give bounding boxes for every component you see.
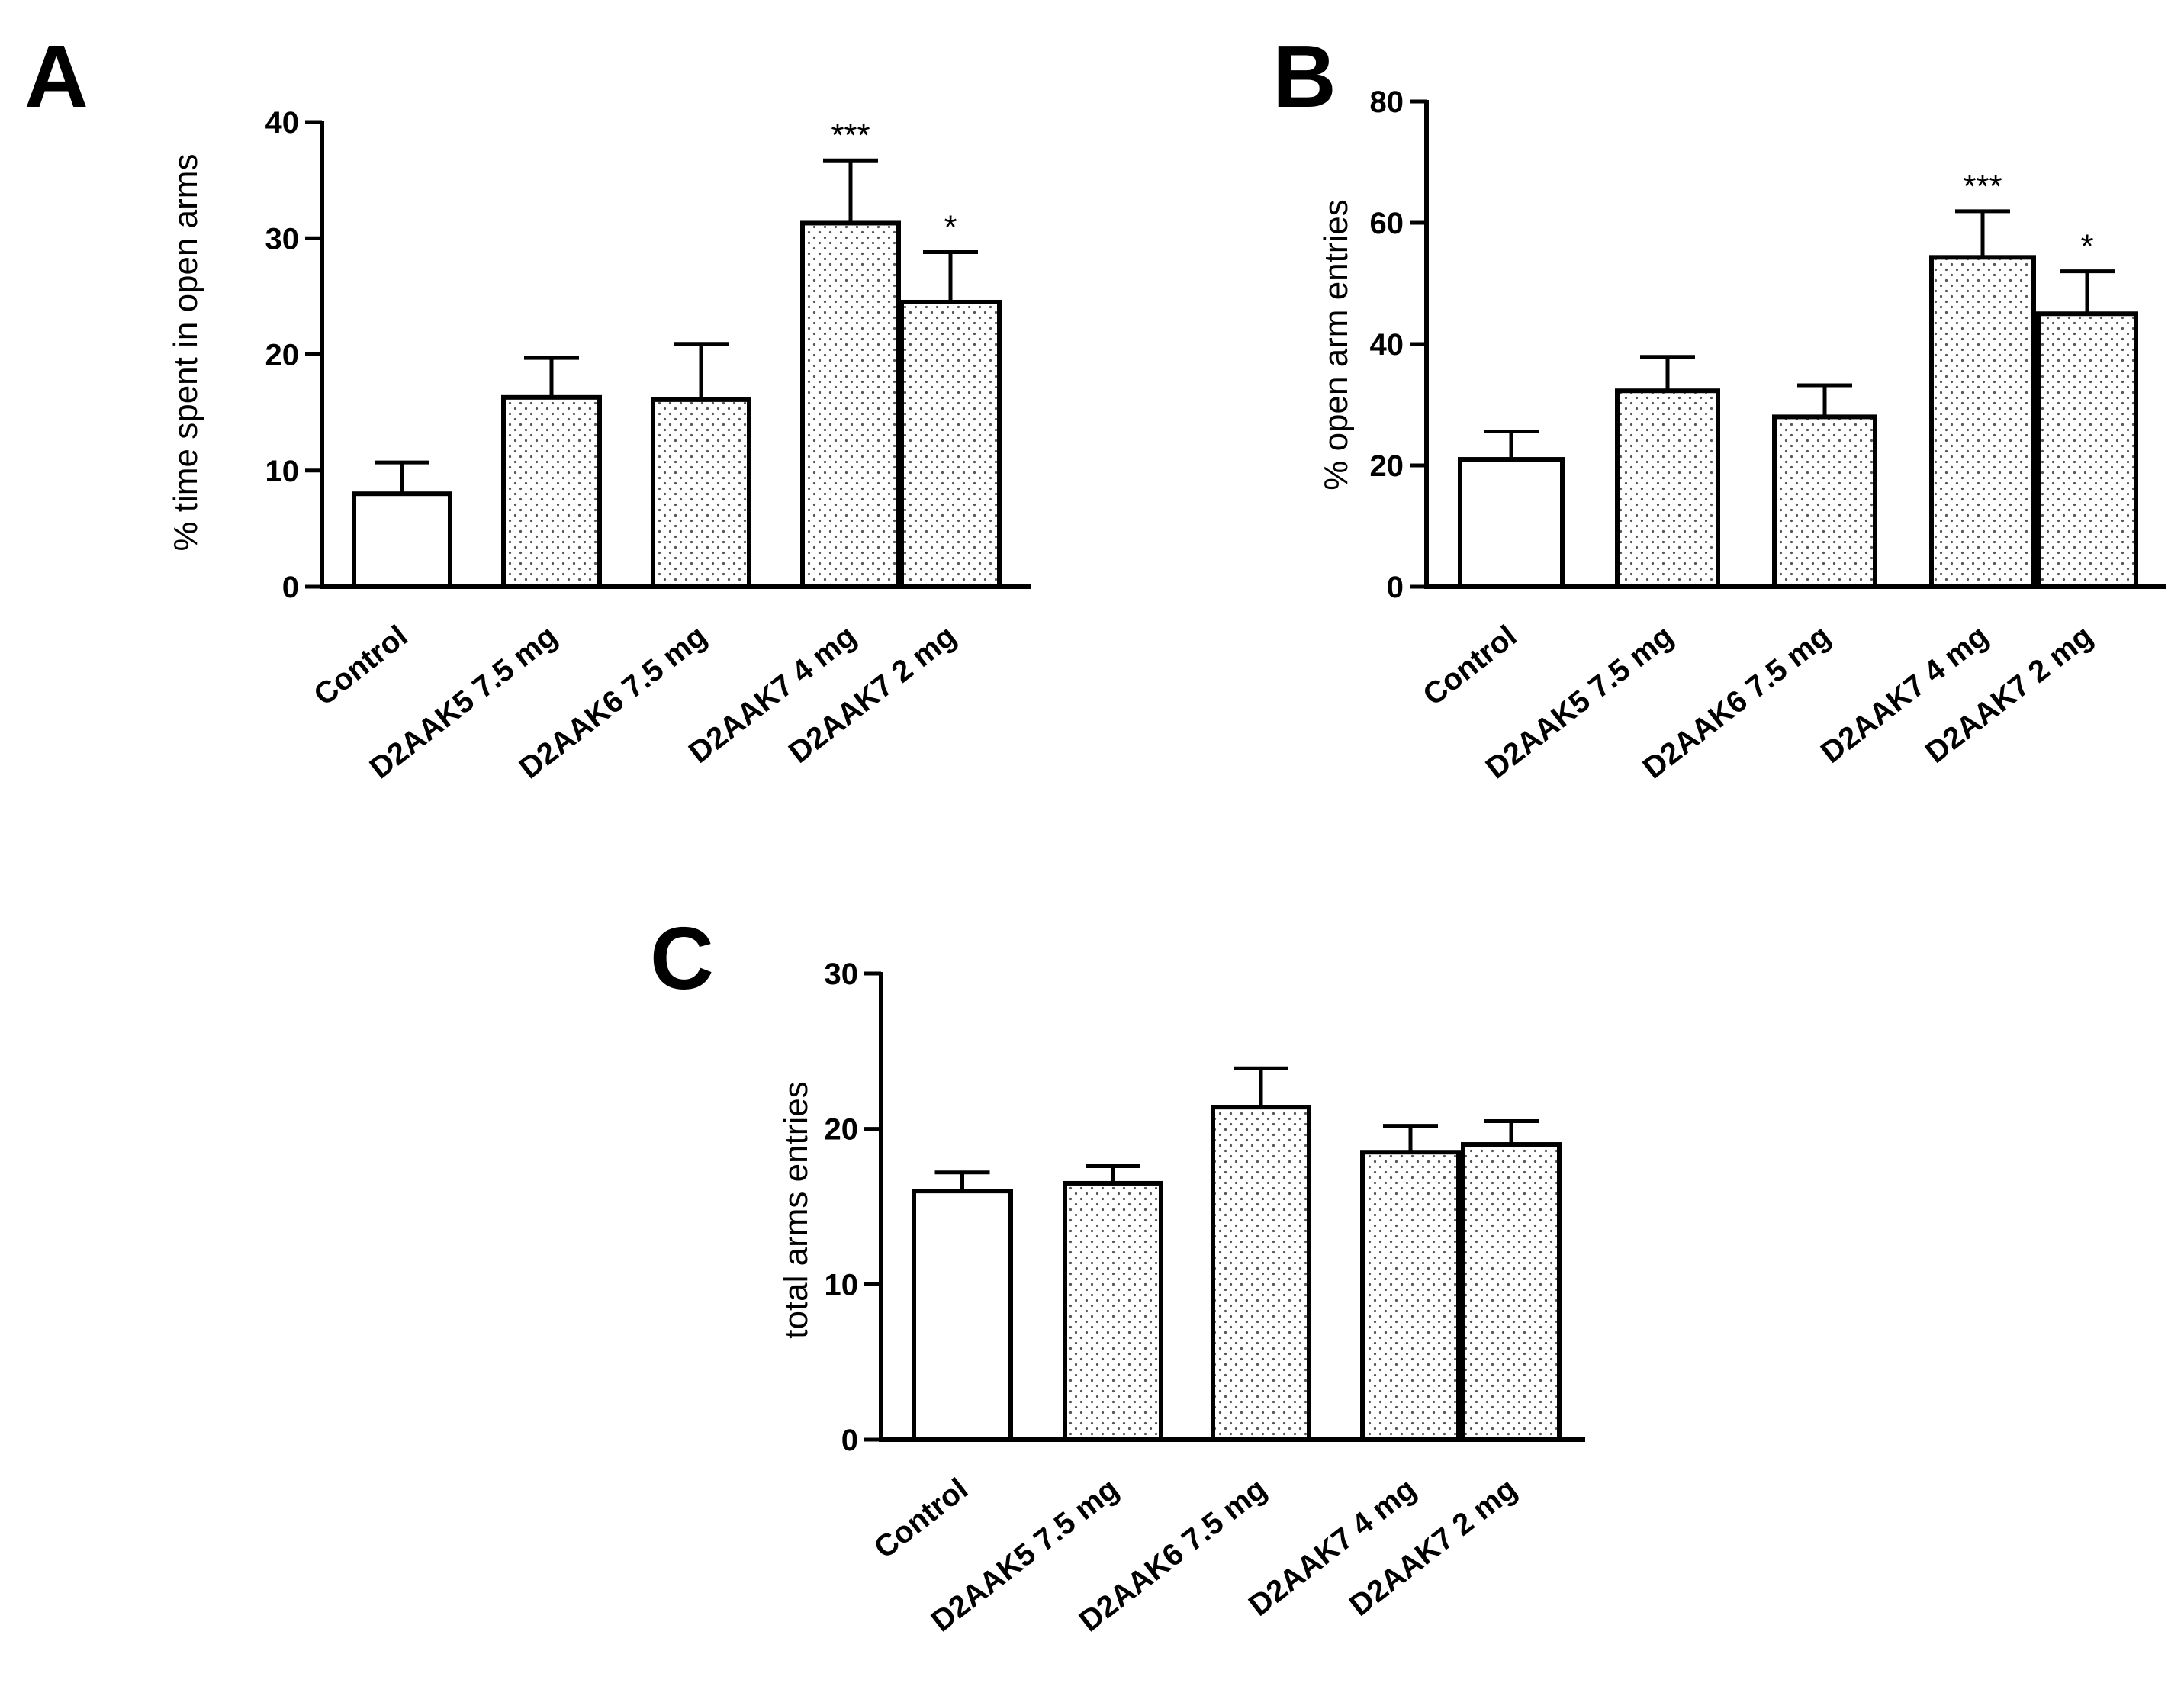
panel-b-bar-4 [1929,255,2036,589]
panel-b-bar-5 [2036,311,2138,589]
panel-c-y-axis-label: total arms entries [777,1081,815,1338]
panel-a-category-label-1: Control [307,619,413,712]
panel-b-y-tick-label-40: 40 [1370,328,1404,362]
panel-c-y-tick-label-30: 30 [825,957,859,991]
panel-letter-b: B [1272,27,1336,126]
panel-c-category-label-5: D2AAK7 2 mg [1343,1472,1523,1623]
panel-c-y-tick-label-20: 20 [825,1113,859,1147]
panel-c-bar-3 [1211,1105,1311,1442]
panel-a-y-tick-label-0: 0 [282,571,299,604]
panel-c-y-tick-label-10: 10 [825,1268,859,1302]
panel-a-significance-marker-4: *** [831,117,870,154]
panel-letter-c: C [650,909,714,1008]
panel-b-bar-1 [1458,457,1565,589]
panel-b-category-label-1: Control [1417,619,1523,712]
panel-b-significance-marker-4: *** [1963,168,2002,205]
panel-c-bar-5 [1461,1142,1562,1442]
panel-b-y-axis-label: % open arm entries [1317,199,1355,491]
panel-c-bar-2 [1063,1180,1163,1442]
panel-b-y-tick-label-0: 0 [1387,571,1404,604]
panel-c-category-label-1: Control [868,1472,974,1565]
panel-c-bar-1 [912,1189,1013,1442]
panel-a-category-label-5: D2AAK7 2 mg [783,619,963,770]
panel-c-y-tick-label-0: 0 [841,1424,858,1457]
panel-a-bar-5 [899,299,1002,589]
panel-a-bar-1 [352,491,452,590]
panel-a-y-tick-label-30: 30 [265,222,300,256]
panel-b-y-tick-label-60: 60 [1370,207,1404,240]
panel-letter-a: A [24,27,88,126]
panel-b-bar-2 [1615,388,1720,590]
panel-b-y-tick-label-20: 20 [1370,449,1404,483]
panel-a-y-tick-label-10: 10 [265,455,300,488]
panel-a-bar-4 [800,220,901,589]
panel-a-significance-marker-5: * [944,209,957,246]
panel-a: A % time spent in open arms Control D2AAK… [24,27,1031,785]
panel-a-bar-3 [651,397,751,589]
panel-a-bar-2 [501,394,602,590]
panel-b-y-tick-label-80: 80 [1370,85,1404,119]
panel-a-y-tick-label-40: 40 [265,106,300,140]
panel-a-y-axis-label: % time spent in open arms [167,154,204,552]
panel-c-bar-4 [1360,1150,1461,1442]
panel-a-y-tick-label-20: 20 [265,339,300,372]
panel-b-bar-3 [1772,414,1877,590]
panel-b-significance-marker-5: * [2080,228,2093,266]
